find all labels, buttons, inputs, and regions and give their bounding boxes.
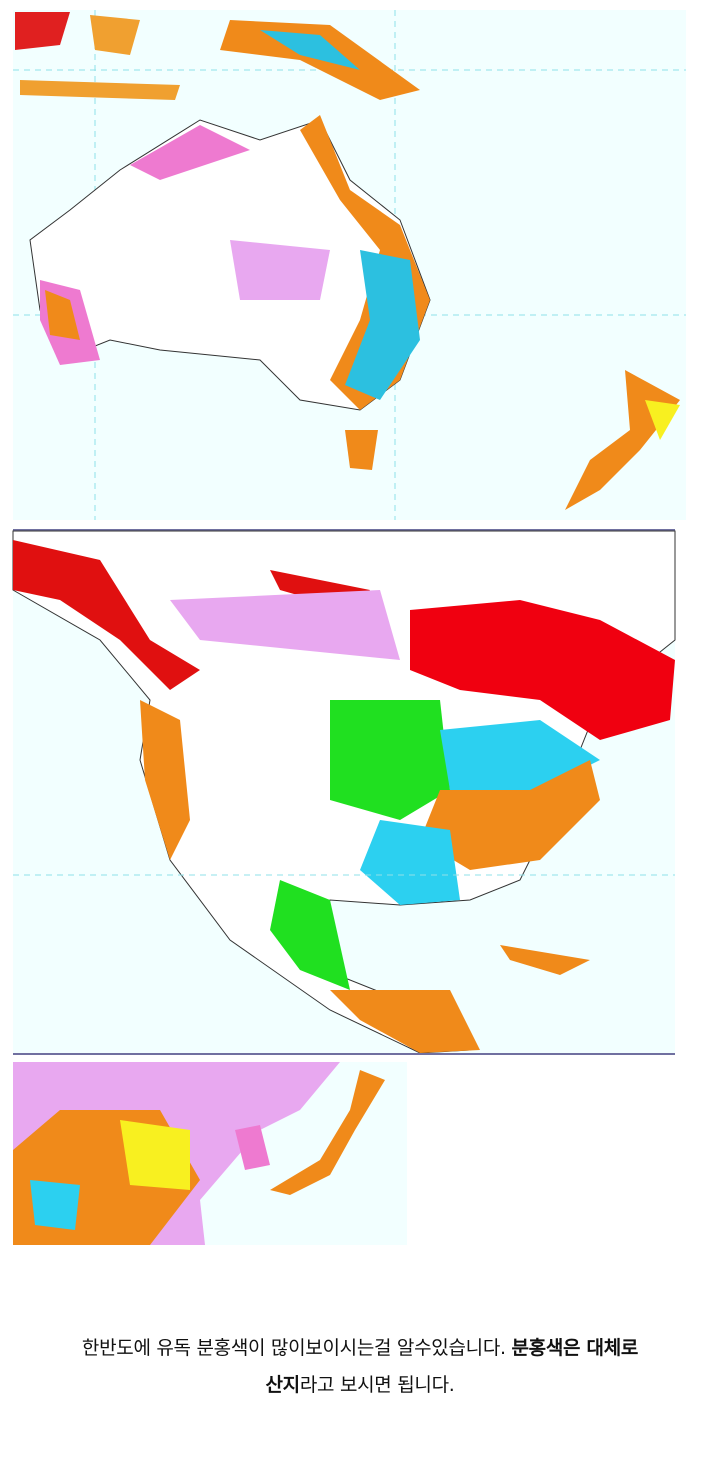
caption-text: 분홍색은 대체로 <box>511 1337 639 1359</box>
map-east-asia <box>13 1062 407 1245</box>
caption-text: 산지 <box>265 1374 300 1396</box>
caption-line: 한반도에 유독 분홍색이 많이보이시는걸 알수있습니다. 분홍색은 대체로 <box>0 1330 720 1367</box>
caption: 한반도에 유독 분홍색이 많이보이시는걸 알수있습니다. 분홍색은 대체로 산지라… <box>0 1330 720 1404</box>
map-north-america <box>12 530 676 1054</box>
map-oceania <box>13 10 686 520</box>
caption-line: 산지라고 보시면 됩니다. <box>0 1367 720 1404</box>
map-images <box>12 10 686 1245</box>
caption-text: 한반도에 유독 분홍색이 많이보이시는걸 알수있습니다. <box>81 1337 512 1359</box>
caption-text: 라고 보시면 됩니다. <box>299 1374 455 1396</box>
